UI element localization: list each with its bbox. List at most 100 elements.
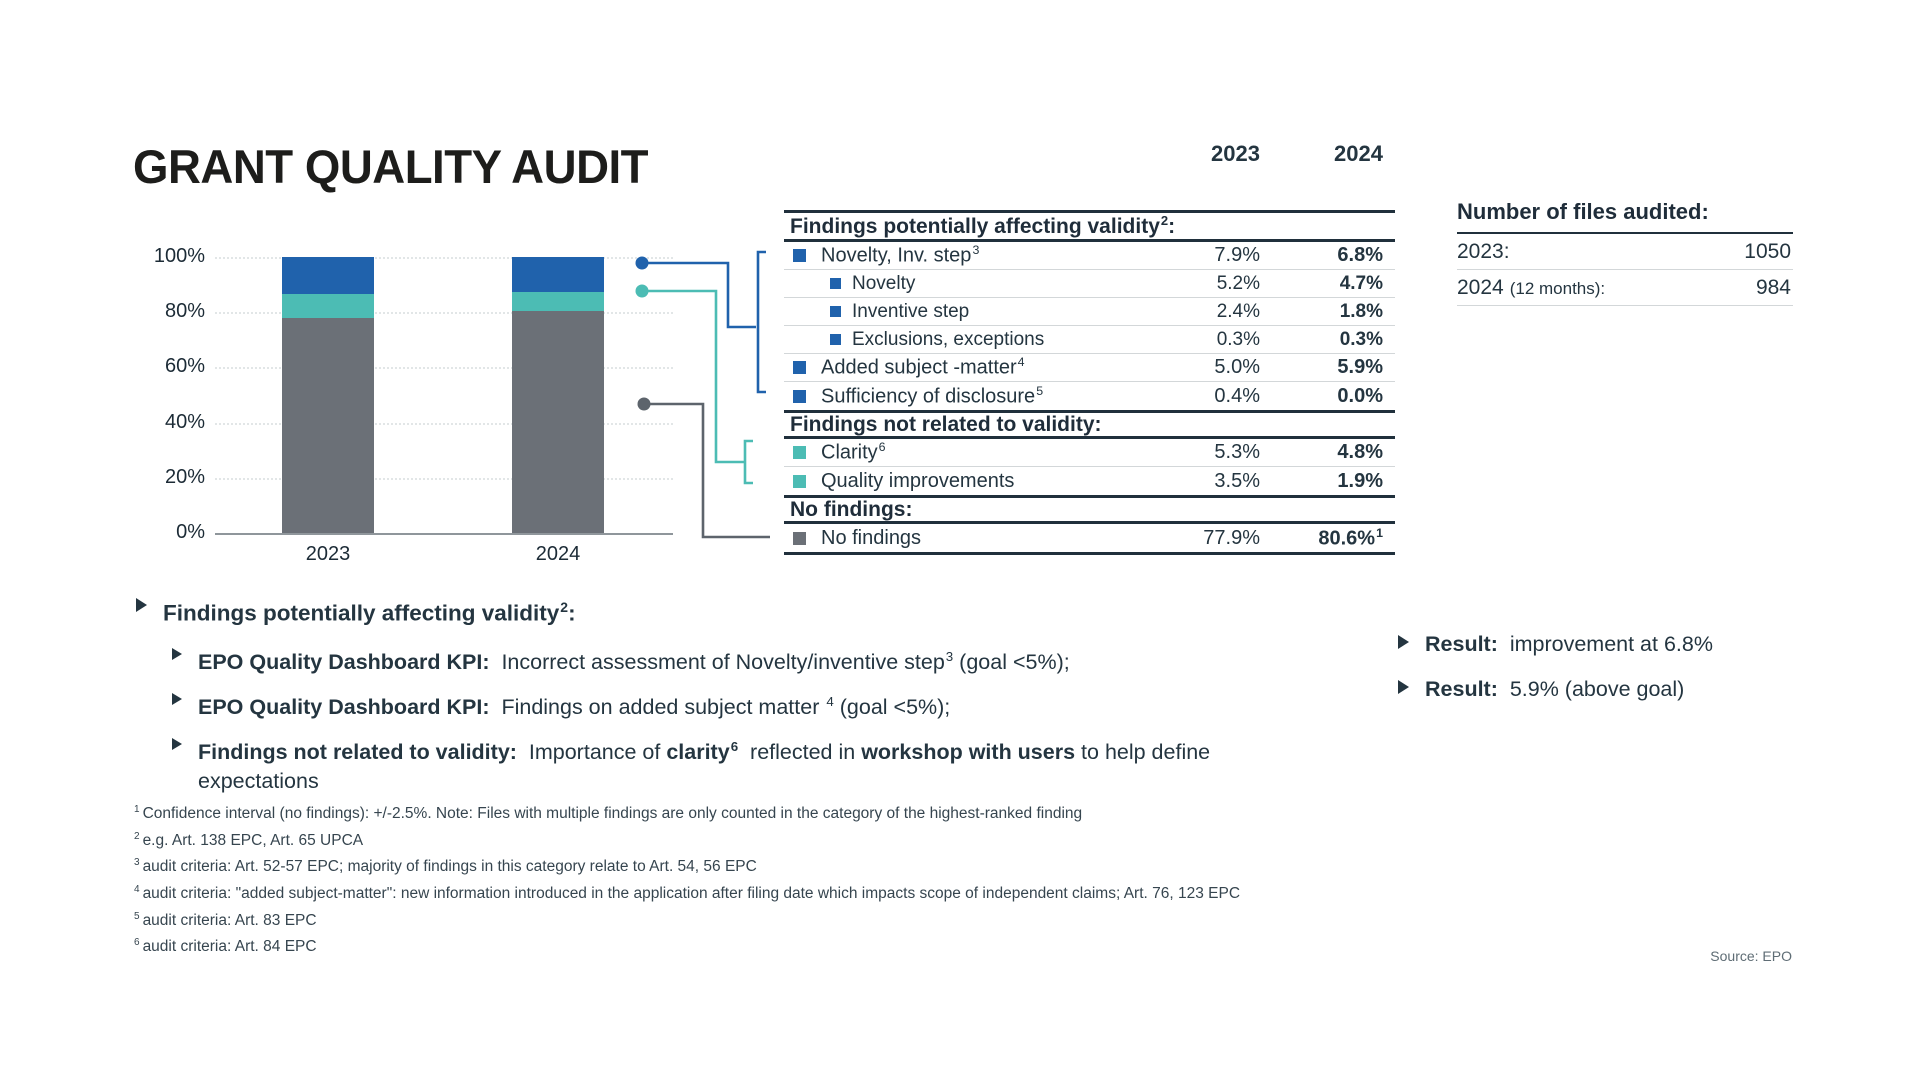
legend-square-icon <box>793 249 806 262</box>
bullet-item: EPO Quality Dashboard KPI: Incorrect ass… <box>172 642 1326 677</box>
text-segment: (goal <5%); <box>833 694 951 719</box>
files-row-label: 2023: <box>1457 240 1510 263</box>
text-segment: EPO Quality Dashboard KPI: <box>198 649 490 674</box>
bullet-arrow-icon <box>172 737 182 750</box>
bullet-item: Findings not related to validity: Import… <box>172 732 1326 796</box>
gridline <box>215 477 673 480</box>
bullet-arrow-icon <box>172 647 182 660</box>
section-label: Findings not related to validity: <box>790 412 1102 436</box>
value-2023: 3.5% <box>1214 469 1260 492</box>
row-label: Novelty <box>852 272 916 294</box>
y-axis-tick-label: 20% <box>164 465 205 488</box>
result-item: Result: 5.9% (above goal) <box>1398 674 1828 704</box>
row-label: Exclusions, exceptions <box>852 328 1045 350</box>
y-axis-tick-label: 0% <box>176 521 205 543</box>
page-title: GRANT QUALITY AUDIT <box>133 140 649 193</box>
legend-square-icon <box>830 334 841 345</box>
value-2024: 4.7% <box>1339 272 1383 294</box>
row-label: Sufficiency of disclosure5 <box>821 383 1044 408</box>
y-axis-tick-label: 80% <box>164 300 205 323</box>
segment-no-findings <box>512 310 604 533</box>
superscript: 1 <box>1376 525 1383 540</box>
superscript: 6 <box>730 738 739 754</box>
footnote: 3 audit criteria: Art. 52-57 EPC; majorit… <box>134 857 757 876</box>
value-2024: 1.8% <box>1339 300 1383 322</box>
footnote: 2 e.g. Art. 138 EPC, Art. 65 UPCA <box>134 830 364 849</box>
table-row: Sufficiency of disclosure5 0.4% 0.0% <box>784 382 1395 410</box>
text-segment: Findings potentially affecting validity <box>163 600 560 626</box>
text-segment: Findings not related to validity: <box>198 739 517 764</box>
segment-no-findings <box>282 318 374 533</box>
table-row: Novelty 5.2% 4.7% <box>784 270 1395 298</box>
row-label: Quality improvements <box>821 469 1015 492</box>
superscript: 2 <box>134 830 140 842</box>
value-2024: 4.8% <box>1337 441 1383 463</box>
result-text: Result: improvement at 6.8% <box>1425 629 1713 659</box>
segment-findings-not-related-to-validity-clarity-quality-improvements- <box>282 293 374 318</box>
result-text: Result: 5.9% (above goal) <box>1425 674 1684 704</box>
row-label: Added subject -matter4 <box>821 355 1025 379</box>
value-2024: 5.9% <box>1337 356 1383 378</box>
row-label: Inventive step <box>852 300 970 322</box>
superscript: 5 <box>134 910 140 922</box>
legend-square-icon <box>830 278 841 289</box>
footnote: 5 audit criteria: Art. 83 EPC <box>134 910 317 929</box>
text-segment: Result: <box>1425 677 1498 701</box>
value-2023: 5.3% <box>1214 441 1260 463</box>
text-segment: Result: <box>1425 632 1498 656</box>
bullet-arrow-icon <box>172 692 182 705</box>
superscript: 4 <box>134 883 140 895</box>
table-row: No findings 77.9% 80.6%1 <box>784 524 1395 555</box>
results-list: Result: improvement at 6.8% Result: 5.9% … <box>1398 629 1828 719</box>
superscript: 6 <box>878 440 886 455</box>
bullet-item: EPO Quality Dashboard KPI: Findings on a… <box>172 687 1326 722</box>
bullet-arrow-icon <box>136 598 147 612</box>
legend-square-icon <box>793 446 806 459</box>
value-2023: 5.0% <box>1214 356 1260 378</box>
value-2024: 1.9% <box>1337 469 1383 492</box>
files-audited-title: Number of files audited: <box>1457 199 1793 234</box>
value-2023: 0.3% <box>1216 328 1260 350</box>
table-column-headers: 2023 2024 <box>784 141 1395 167</box>
footnotes: 1 Confidence interval (no findings): +/-2… <box>133 799 1240 959</box>
superscript: 4 <box>1017 355 1025 370</box>
value-2023: 0.4% <box>1214 384 1260 407</box>
text-segment: workshop with users <box>861 739 1076 764</box>
table-row: Exclusions, exceptions 0.3% 0.3% <box>784 326 1395 354</box>
segment-findings-potentially-affecting-validity <box>282 257 374 294</box>
footnote: 6 audit criteria: Art. 84 EPC <box>134 937 317 956</box>
legend-square-icon <box>793 389 806 403</box>
x-axis-category-label: 2023 <box>305 543 351 565</box>
bullet-list: Findings potentially affecting validity2… <box>136 592 1326 806</box>
files-audited-row: 2024 (12 months): 984 <box>1457 270 1793 306</box>
text-segment: 5.9% (above goal) <box>1497 677 1685 701</box>
text-segment: EPO Quality Dashboard KPI: <box>198 694 490 719</box>
bullet-text: Findings potentially affecting validity2… <box>163 592 576 629</box>
table-row: Added subject -matter4 5.0% 5.9% <box>784 354 1395 382</box>
value-2024: 0.0% <box>1337 384 1383 407</box>
gridline <box>215 257 673 259</box>
y-axis-tick-label: 60% <box>164 355 205 378</box>
section-label: No findings: <box>790 497 913 521</box>
value-2024: 0.3% <box>1339 328 1383 350</box>
findings-table: Findings potentially affecting validity2… <box>784 210 1395 555</box>
files-audited-panel: Number of files audited: 2023: 1050 2024 (1… <box>1457 199 1793 306</box>
bullet-text: EPO Quality Dashboard KPI: Findings on a… <box>198 687 950 722</box>
files-row-note: (12 months): <box>1509 279 1606 298</box>
x-axis-category-label: 2024 <box>535 543 581 565</box>
legend-square-icon <box>793 474 806 488</box>
superscript: 2 <box>560 599 569 615</box>
legend-square-icon <box>793 531 806 545</box>
files-row-value: 1050 <box>1744 240 1791 263</box>
bar-2023 <box>282 257 374 533</box>
legend-square-icon <box>793 361 806 374</box>
segment-findings-not-related-to-validity-clarity-quality-improvements- <box>512 292 604 311</box>
table-row: Clarity6 5.3% 4.8% <box>784 439 1395 467</box>
gridline <box>215 533 673 535</box>
files-row-value: 984 <box>1755 276 1791 299</box>
table-section-row: No findings: <box>784 495 1395 524</box>
table-section-row: Findings not related to validity: <box>784 410 1395 439</box>
row-label: No findings <box>821 526 922 549</box>
bullet-text: Findings not related to validity: Import… <box>198 732 1283 796</box>
source-label: Source: EPO <box>1710 948 1792 964</box>
